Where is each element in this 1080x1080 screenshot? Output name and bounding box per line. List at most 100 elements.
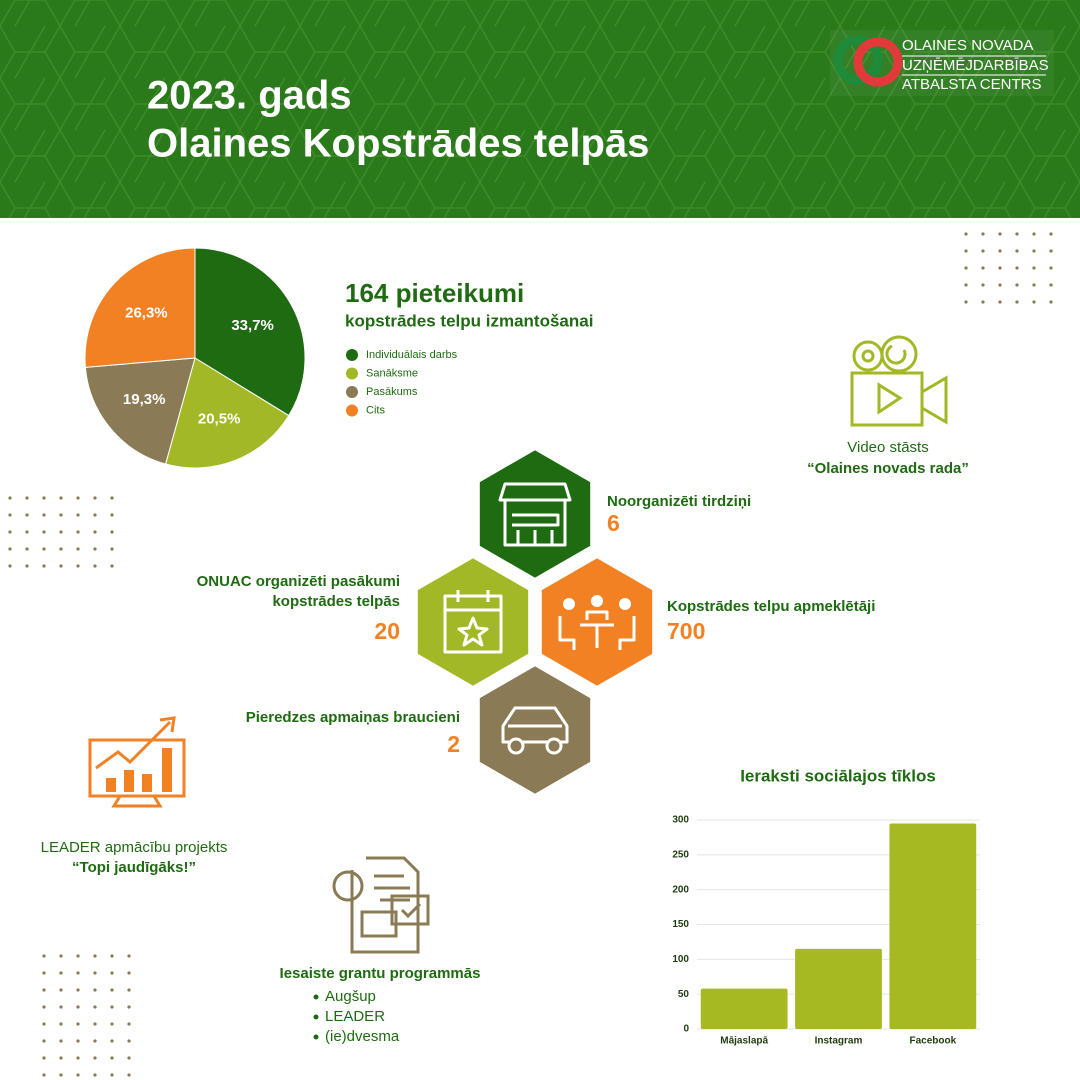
legend-swatch [346, 404, 358, 417]
car-icon [545, 737, 563, 755]
header-pattern [0, 0, 1080, 218]
decor-dot [110, 954, 114, 958]
car-icon [507, 737, 525, 755]
decor-dot [25, 564, 29, 568]
decor-dot [127, 1039, 131, 1043]
decor-dot [76, 547, 80, 551]
decor-dot [93, 954, 97, 958]
decor-dot [42, 971, 46, 975]
decor-dot [127, 1073, 131, 1077]
decor-dot [110, 1073, 114, 1077]
decor-dot [998, 266, 1002, 270]
decor-dot [42, 513, 46, 517]
stat-label: Noorganizēti tirdziņi [607, 493, 751, 510]
decor-dot [8, 513, 12, 517]
decor-dot [1015, 249, 1019, 253]
bullet [313, 1034, 319, 1040]
decor-dot [964, 249, 968, 253]
leader-text: LEADER apmācību projekts [41, 839, 228, 856]
car-icon [501, 706, 569, 744]
decor-dot [8, 496, 12, 500]
pie-subtitle: kopstrādes telpu izmantošanai [345, 311, 593, 330]
decor-dot [1015, 300, 1019, 304]
stat-value: 700 [667, 618, 705, 644]
decor-dot [76, 1039, 80, 1043]
decor-dot [964, 283, 968, 287]
decor-dot [59, 971, 63, 975]
stat-label: Kopstrādes telpu apmeklētāji [667, 598, 875, 615]
decor-dot [42, 530, 46, 534]
decor-dot [998, 283, 1002, 287]
decor-dot [1049, 232, 1053, 236]
decor-dot [42, 954, 46, 958]
pie-label: 20,5% [198, 410, 241, 427]
decor-dot [25, 513, 29, 517]
y-tick-label: 50 [678, 989, 690, 1000]
decor-dot [8, 547, 12, 551]
decor-dot [76, 954, 80, 958]
pie-label: 19,3% [123, 391, 166, 408]
decor-dot [93, 547, 97, 551]
y-tick-label: 100 [672, 954, 689, 965]
decor-dot [42, 1005, 46, 1009]
legend-swatch [346, 367, 358, 380]
decor-dot [59, 547, 63, 551]
grants-icon [332, 856, 430, 954]
title: Olaines Kopstrādes telpās [147, 122, 649, 166]
decor-dot [93, 988, 97, 992]
pie-title: 164 pieteikumi [345, 278, 524, 308]
decor-dot [93, 1073, 97, 1077]
leader-text: “Topi jaudīgāks!” [72, 859, 196, 876]
decor-dot [93, 513, 97, 517]
decor-dot [93, 1022, 97, 1026]
decor-dot [998, 300, 1002, 304]
decor-dot [93, 1039, 97, 1043]
decor-dot [93, 530, 97, 534]
decor-dot [981, 300, 985, 304]
decor-dot [1049, 300, 1053, 304]
market-icon [498, 482, 572, 547]
x-tick-label: Mājaslapā [720, 1036, 768, 1047]
decor-dot [127, 971, 131, 975]
decor-dot [76, 971, 80, 975]
legend-swatch [346, 386, 358, 398]
decor-dot [59, 1005, 63, 1009]
decor-dot [1049, 266, 1053, 270]
bar [795, 948, 882, 1029]
decor-dot [42, 1022, 46, 1026]
logo-mark [853, 37, 903, 87]
decor-dot [1015, 283, 1019, 287]
decor-dot [110, 530, 114, 534]
decor-dot [1049, 283, 1053, 287]
decor-dot [127, 1022, 131, 1026]
decor-dot [42, 1039, 46, 1043]
decor-dot [127, 1005, 131, 1009]
decor-dot [76, 530, 80, 534]
decor-dot [59, 564, 63, 568]
y-tick-label: 150 [672, 919, 689, 930]
decor-dot [110, 1039, 114, 1043]
leader-icon [106, 748, 172, 792]
decor-dot [981, 283, 985, 287]
people-icon [563, 598, 575, 610]
decor-dot [1032, 266, 1036, 270]
y-tick-label: 200 [672, 884, 689, 895]
pie-slice [164, 357, 290, 469]
decor-dot [59, 496, 63, 500]
logo-text: OLAINES NOVADA [902, 37, 1033, 54]
bar [889, 823, 977, 1029]
decor-dot [25, 530, 29, 534]
y-tick-label: 250 [672, 849, 689, 860]
decor-dot [76, 564, 80, 568]
people-icon [619, 598, 631, 610]
decor-dot [76, 1056, 80, 1060]
decor-dot [1032, 283, 1036, 287]
decor-dot [110, 1056, 114, 1060]
decor-dot [76, 513, 80, 517]
decor-dot [93, 564, 97, 568]
decor-dot [42, 547, 46, 551]
decor-dot [42, 1056, 46, 1060]
decor-dot [59, 1022, 63, 1026]
decor-dot [110, 513, 114, 517]
decor-dot [59, 988, 63, 992]
